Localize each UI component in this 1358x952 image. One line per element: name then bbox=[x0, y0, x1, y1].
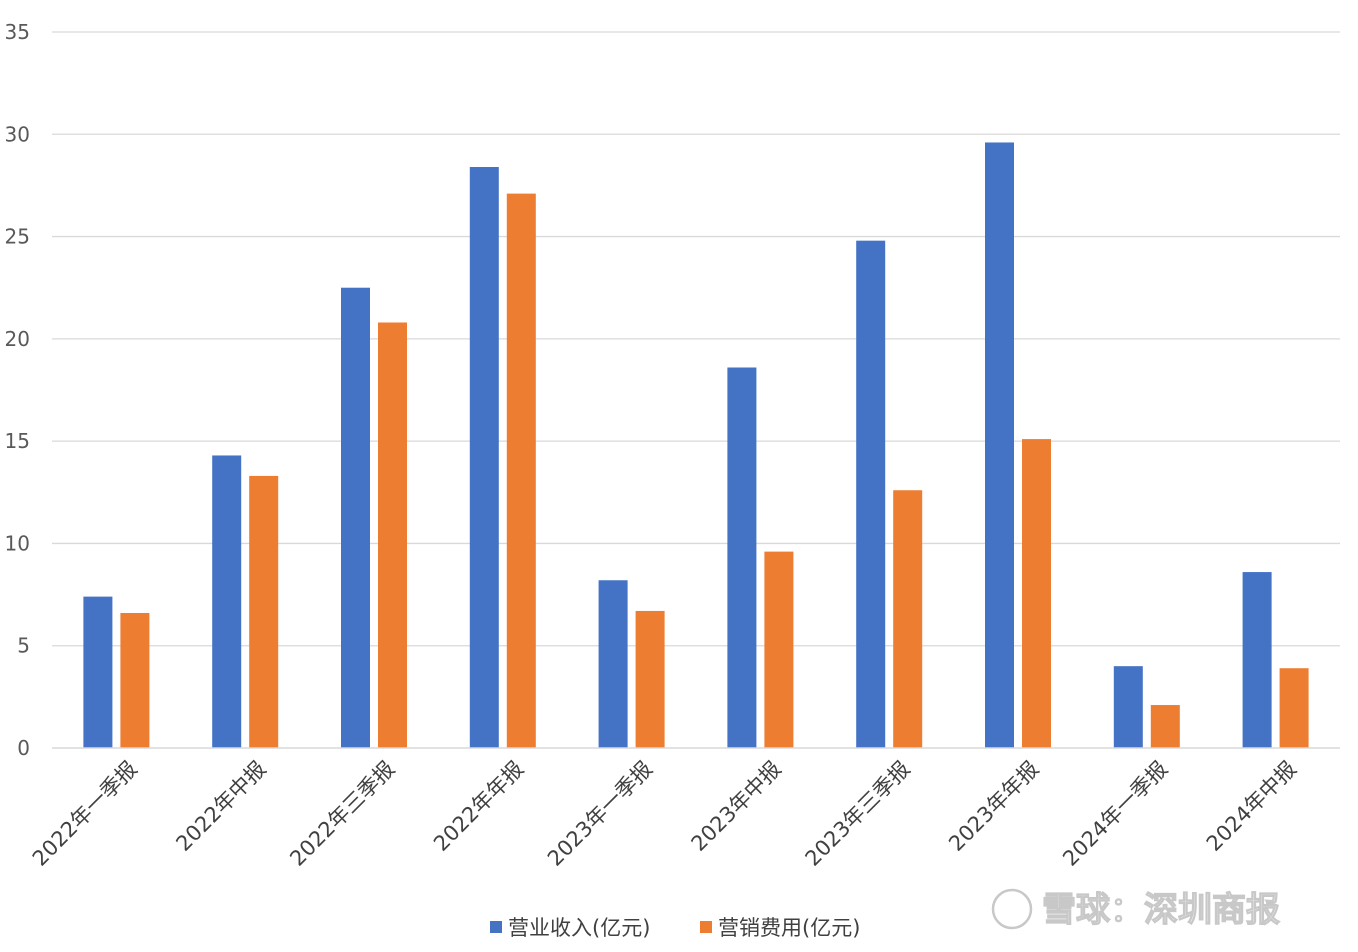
bar-revenue-3 bbox=[469, 167, 499, 748]
x-tick-label: 2023年三季报 bbox=[801, 757, 915, 871]
bar-marketing-4 bbox=[635, 610, 665, 748]
y-tick-label: 15 bbox=[5, 429, 30, 453]
x-tick-label: 2022年中报 bbox=[171, 757, 270, 856]
bar-revenue-8 bbox=[1113, 666, 1143, 748]
bar-revenue-2 bbox=[341, 287, 370, 748]
x-axis-ticks: 2022年一季报 2022年中报 2022年三季报 2022年年报 2023年一季报 20… bbox=[28, 757, 1301, 871]
x-tick-label: 2022年三季报 bbox=[285, 757, 399, 871]
bar-marketing-1 bbox=[249, 475, 279, 748]
bar-revenue-0 bbox=[83, 596, 113, 748]
y-tick-label: 10 bbox=[5, 531, 30, 555]
y-tick-label: 20 bbox=[5, 327, 30, 351]
y-tick-label: 0 bbox=[17, 736, 30, 760]
bar-revenue-5 bbox=[727, 367, 757, 748]
x-tick-label: 2023年中报 bbox=[687, 757, 786, 856]
y-tick-label: 35 bbox=[5, 20, 30, 44]
legend-swatch-marketing bbox=[700, 921, 712, 933]
x-tick-label: 2024年中报 bbox=[1202, 757, 1301, 856]
x-tick-label: 2022年年报 bbox=[429, 757, 528, 856]
watermark: 雪球：深圳商报 bbox=[991, 888, 1281, 931]
bar-revenue-7 bbox=[985, 142, 1014, 748]
bar-revenue-6 bbox=[856, 240, 886, 749]
bar-marketing-6 bbox=[893, 490, 923, 748]
x-tick-label: 2024年一季报 bbox=[1058, 757, 1172, 871]
bar-marketing-8 bbox=[1150, 705, 1180, 748]
bar-marketing-0 bbox=[120, 612, 150, 748]
bar-revenue-1 bbox=[212, 455, 242, 748]
y-tick-label: 25 bbox=[5, 225, 30, 249]
watermark-text: 雪球：深圳商报 bbox=[1042, 890, 1280, 930]
bar-marketing-2 bbox=[378, 322, 407, 748]
bar-revenue-9 bbox=[1242, 572, 1272, 748]
x-tick-label: 2022年一季报 bbox=[28, 757, 142, 871]
bar-marketing-7 bbox=[1022, 439, 1051, 748]
watermark-logo-icon bbox=[991, 888, 1033, 930]
legend-label-revenue: 营业收入(亿元) bbox=[508, 916, 650, 940]
y-axis-ticks: 0 5 10 15 20 25 30 35 bbox=[5, 20, 30, 760]
y-tick-label: 30 bbox=[5, 122, 30, 146]
x-tick-label: 2023年年报 bbox=[944, 757, 1043, 856]
gridlines bbox=[52, 31, 1340, 647]
bar-marketing-3 bbox=[506, 193, 536, 748]
legend: 营业收入(亿元) 营销费用(亿元) bbox=[490, 916, 860, 940]
y-tick-label: 5 bbox=[17, 634, 30, 658]
legend-label-marketing: 营销费用(亿元) bbox=[718, 916, 860, 940]
bar-marketing-5 bbox=[764, 551, 794, 748]
bars bbox=[83, 142, 1309, 749]
legend-swatch-revenue bbox=[490, 921, 502, 933]
bar-marketing-9 bbox=[1279, 668, 1309, 748]
x-tick-label: 2023年一季报 bbox=[543, 757, 657, 871]
bar-revenue-4 bbox=[598, 580, 628, 748]
